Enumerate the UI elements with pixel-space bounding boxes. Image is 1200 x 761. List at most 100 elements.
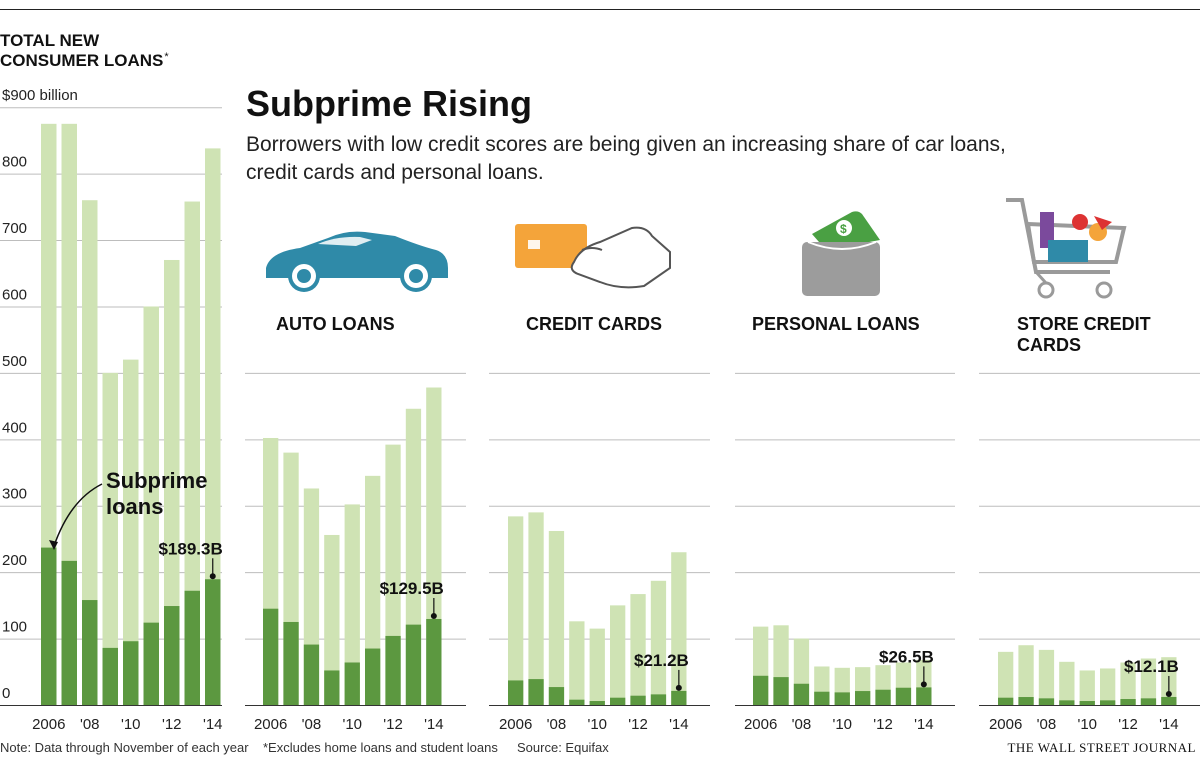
store-credit-cards-total-bar-2006 — [998, 651, 1014, 705]
total-subprime-bar-2012 — [164, 606, 180, 705]
total-y-tick: 200 — [2, 552, 27, 569]
store-credit-cards-x-tick: 2006 — [989, 716, 1022, 733]
total-total-bar-2008 — [82, 200, 98, 705]
total-x-tick: '10 — [121, 716, 141, 733]
personal-loans-x-tick: '12 — [873, 716, 893, 733]
store-credit-cards-x-tick: '14 — [1159, 716, 1179, 733]
credit-cards-subprime-bar-2008 — [548, 687, 565, 705]
total-x-tick: '08 — [80, 716, 100, 733]
credit-cards-total-bar-2008 — [548, 530, 565, 705]
auto-loans-subprime-bar-2014 — [426, 618, 442, 705]
credit-cards-subprime-bar-2014 — [671, 690, 687, 705]
store-credit-cards-total-bar-2013 — [1140, 658, 1157, 705]
store-credit-cards-subprime-bar-2006 — [998, 697, 1014, 705]
wsj-brand: THE WALL STREET JOURNAL — [1007, 740, 1196, 755]
total-subprime-bar-2007 — [61, 560, 77, 705]
credit-cards-total-bar-2013 — [650, 580, 667, 705]
auto-loans-x-tick: '08 — [302, 716, 322, 733]
credit-cards-callout-label: $21.2B — [634, 651, 689, 670]
total-x-tick: '12 — [162, 716, 182, 733]
personal-loans-x-tick: '08 — [792, 716, 812, 733]
footnote-data-through: Note: Data through November of each year — [0, 740, 249, 755]
auto-loans-title: AUTO LOANS — [276, 314, 395, 334]
credit-cards-x-tick: '08 — [547, 716, 567, 733]
total-axis-title-line1: TOTAL NEW — [0, 31, 100, 50]
total-total-bar-2012 — [164, 259, 180, 705]
store-credit-cards-subprime-bar-2012 — [1120, 699, 1136, 705]
subprime-annotation-line2: loans — [106, 494, 163, 519]
store-credit-cards-subprime-bar-2010 — [1079, 701, 1095, 705]
shopping-cart-icon — [1006, 198, 1127, 299]
credit-cards-total-bar-2009 — [569, 621, 585, 705]
credit-card-icon — [515, 224, 671, 289]
total-axis-title-text: CONSUMER LOANS — [0, 51, 163, 70]
auto-loans-subprime-bar-2010 — [344, 662, 360, 705]
total-total-bar-2011 — [143, 306, 159, 705]
total-axis-title-line2: CONSUMER LOANS* — [0, 51, 169, 70]
personal-loans-subprime-bar-2012 — [875, 689, 891, 705]
auto-loans-subprime-bar-2008 — [303, 644, 320, 705]
credit-cards-subprime-bar-2013 — [650, 694, 667, 705]
total-axis-title-mark: * — [164, 51, 169, 63]
personal-loans-subprime-bar-2011 — [855, 691, 871, 705]
credit-cards-total-bar-2007 — [528, 512, 544, 705]
auto-loans-subprime-bar-2012 — [385, 635, 401, 705]
total-y-tick: 500 — [2, 353, 27, 370]
store-credit-cards-x-tick: '08 — [1037, 716, 1057, 733]
wallet-icon: $ — [802, 211, 880, 296]
total-subprime-bar-2006 — [41, 547, 57, 705]
store-credit-cards-title-line1: STORE CREDIT — [1017, 314, 1151, 334]
auto-loans-subprime-bar-2011 — [365, 648, 381, 705]
total-y-tick: 700 — [2, 220, 27, 237]
auto-loans-x-tick: '10 — [342, 716, 362, 733]
personal-loans-title: PERSONAL LOANS — [752, 314, 920, 334]
personal-loans-subprime-bar-2008 — [793, 683, 810, 705]
credit-cards-subprime-bar-2009 — [569, 699, 585, 705]
store-credit-cards-callout-dot — [1165, 690, 1172, 697]
personal-loans-x-tick: 2006 — [744, 716, 777, 733]
store-credit-cards-subprime-bar-2009 — [1059, 700, 1075, 705]
footnote-excludes: *Excludes home loans and student loans — [263, 740, 498, 755]
subhead-line1: Borrowers with low credit scores are bei… — [246, 133, 1006, 156]
total-subprime-bar-2014 — [205, 579, 221, 705]
credit-cards-x-tick: 2006 — [499, 716, 532, 733]
auto-loans-subprime-bar-2006 — [263, 608, 279, 705]
total-subprime-bar-2009 — [102, 647, 118, 705]
personal-loans-x-tick: '10 — [832, 716, 852, 733]
credit-cards-x-tick: '12 — [628, 716, 648, 733]
credit-cards-total-bar-2012 — [630, 594, 646, 705]
store-credit-cards-x-tick: '10 — [1077, 716, 1097, 733]
auto-loans-x-tick: '14 — [424, 716, 444, 733]
total-total-bar-2014 — [205, 148, 221, 706]
total-y-tick: 100 — [2, 619, 27, 636]
total-y-tick: 600 — [2, 286, 27, 303]
headline: Subprime Rising — [246, 83, 532, 124]
credit-cards-subprime-bar-2006 — [508, 680, 524, 705]
auto-loans-total-bar-2011 — [365, 475, 381, 705]
total-y-tick: 300 — [2, 486, 27, 503]
total-total-bar-2009 — [102, 372, 118, 705]
auto-loans-total-bar-2009 — [324, 534, 340, 705]
credit-cards-subprime-bar-2012 — [630, 695, 646, 705]
svg-text:$: $ — [840, 222, 847, 236]
store-credit-cards-total-bar-2012 — [1120, 662, 1136, 705]
store-credit-cards-subprime-bar-2013 — [1140, 698, 1157, 705]
total-x-tick: 2006 — [32, 716, 65, 733]
total-subprime-bar-2008 — [82, 600, 98, 705]
store-credit-cards-subprime-bar-2008 — [1038, 698, 1055, 705]
credit-cards-subprime-bar-2011 — [610, 697, 626, 705]
auto-loans-callout-dot — [430, 612, 437, 619]
total-subprime-bar-2010 — [123, 641, 139, 705]
auto-loans-x-tick: '12 — [383, 716, 403, 733]
store-credit-cards-subprime-bar-2011 — [1100, 700, 1116, 705]
personal-loans-subprime-bar-2010 — [834, 692, 850, 705]
credit-cards-total-bar-2006 — [508, 516, 524, 705]
credit-cards-x-tick: '10 — [587, 716, 607, 733]
store-credit-cards-total-bar-2007 — [1018, 645, 1034, 705]
store-credit-cards-total-bar-2010 — [1079, 670, 1095, 705]
auto-loans-total-bar-2010 — [344, 504, 360, 705]
personal-loans-subprime-bar-2006 — [753, 675, 769, 705]
auto-loans-callout-label: $129.5B — [380, 579, 444, 598]
total-y-tick: 0 — [2, 685, 10, 702]
